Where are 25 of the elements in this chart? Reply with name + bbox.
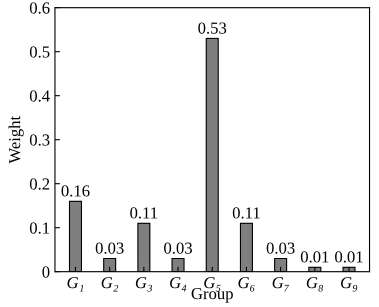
x-tick-label: G₄ xyxy=(170,277,186,292)
x-tick-label: G₆ xyxy=(238,277,255,292)
y-axis-title: Weight xyxy=(8,116,24,164)
x-tick-label: G₉ xyxy=(341,277,358,292)
y-tick-label: 0.3 xyxy=(30,134,50,146)
data-label: 0.03 xyxy=(266,242,295,254)
data-label: 0.03 xyxy=(164,242,192,254)
data-label: 0.16 xyxy=(62,185,90,197)
y-tick-label: 0 xyxy=(42,266,50,278)
data-label: 0.01 xyxy=(335,251,363,263)
data-label: 0.11 xyxy=(130,207,158,219)
y-tick-label: 0.1 xyxy=(30,222,50,234)
x-tick-label: G₈ xyxy=(306,277,324,292)
x-tick-label: G₂ xyxy=(102,277,118,292)
y-tick-label: 0.4 xyxy=(30,90,50,102)
data-label: 0.01 xyxy=(300,251,328,263)
data-label: 0.53 xyxy=(198,22,226,34)
data-label: 0.11 xyxy=(232,207,260,219)
data-label: 0.03 xyxy=(96,242,124,254)
y-tick-label: 0.6 xyxy=(30,2,50,14)
y-tick-label: 0.2 xyxy=(30,178,50,190)
y-tick-label: 0.5 xyxy=(30,46,50,58)
x-tick-label: G₇ xyxy=(272,277,290,292)
x-tick-label: G₁ xyxy=(67,277,84,292)
x-tick-label: G₃ xyxy=(136,277,152,292)
